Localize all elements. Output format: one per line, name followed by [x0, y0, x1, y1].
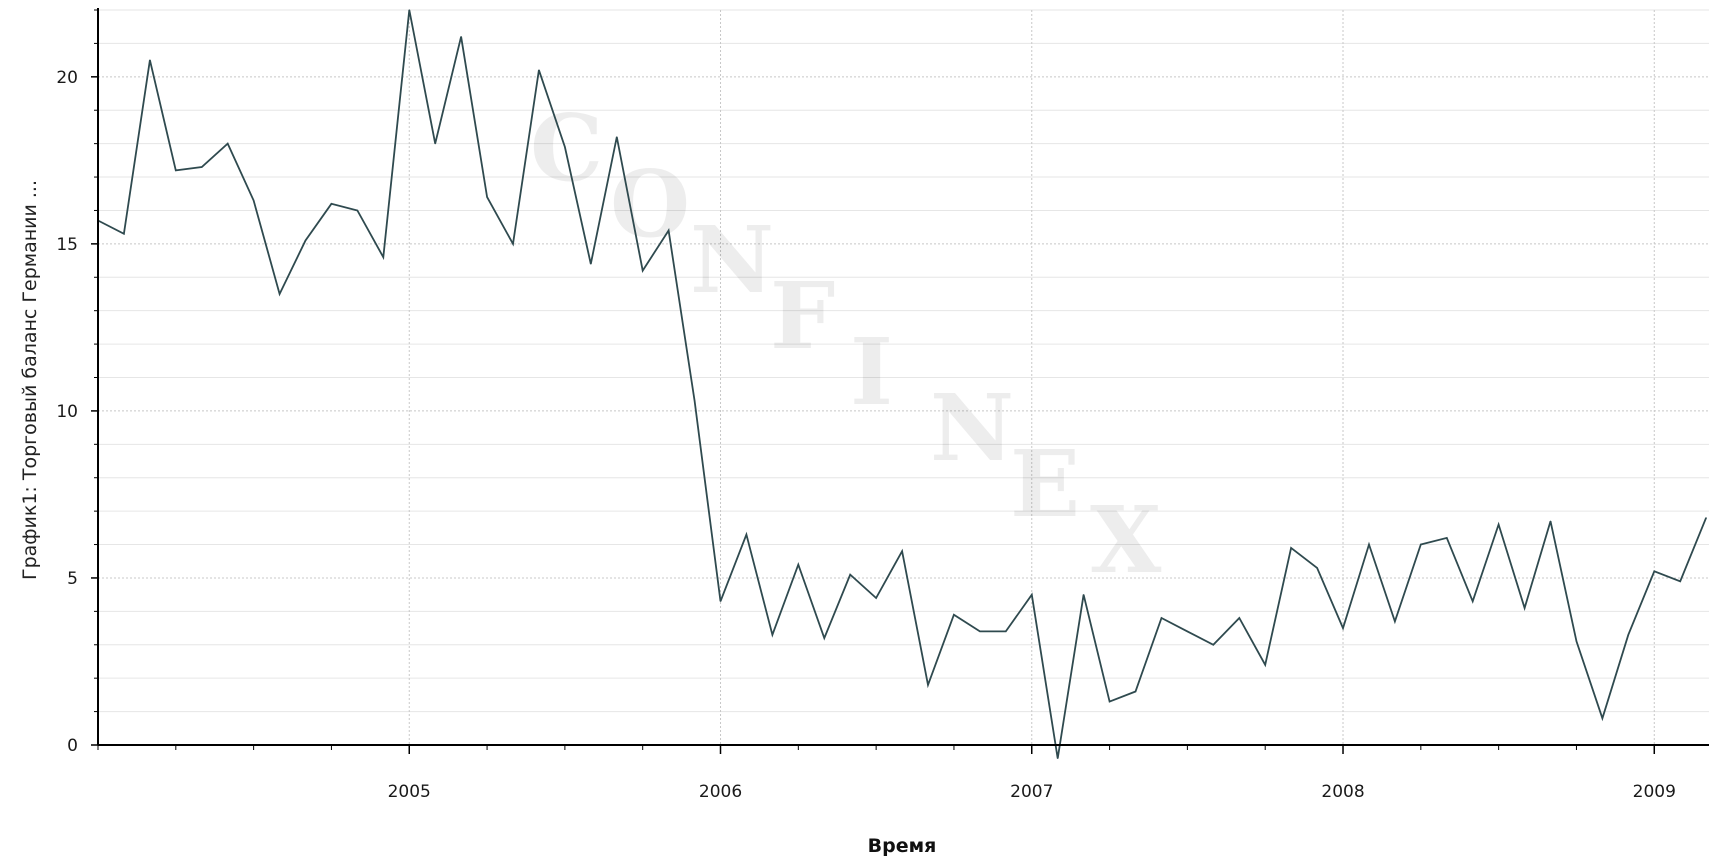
- x-axis-title: Время: [868, 835, 937, 857]
- data-point: [1083, 594, 1085, 596]
- watermark-letter: N: [930, 374, 1014, 482]
- data-point: [1212, 644, 1214, 646]
- data-point: [953, 614, 955, 616]
- data-point: [253, 199, 255, 201]
- watermark-letter: F: [770, 262, 835, 370]
- data-point: [1549, 520, 1552, 522]
- data-point: [1524, 607, 1526, 609]
- data-point: [797, 564, 799, 566]
- data-point: [1472, 600, 1474, 602]
- data-point: [1031, 594, 1033, 596]
- data-point: [1342, 627, 1344, 629]
- data-point: [1160, 617, 1163, 619]
- data-point: [1005, 630, 1007, 633]
- data-point: [279, 293, 281, 295]
- data-point: [1134, 690, 1137, 693]
- x-tick-label: 2008: [1321, 782, 1364, 802]
- data-point: [1109, 701, 1111, 703]
- x-tick-label: 2007: [1010, 782, 1053, 802]
- data-point: [201, 166, 203, 168]
- data-point: [1601, 717, 1603, 719]
- data-point: [408, 9, 410, 11]
- data-point: [1653, 570, 1655, 572]
- data-point: [642, 270, 644, 272]
- data-point: [227, 143, 229, 145]
- watermark-letter: N: [690, 206, 774, 314]
- data-point: [1368, 543, 1370, 546]
- data-point: [1705, 517, 1707, 519]
- data-point: [771, 634, 774, 636]
- minor-gridlines: [98, 9, 1709, 713]
- data-point: [1290, 547, 1292, 549]
- data-point: [486, 196, 488, 198]
- watermark-letter: I: [850, 318, 893, 426]
- y-tick-label: 5: [67, 569, 78, 589]
- watermark-letter: X: [1090, 486, 1162, 594]
- data-point: [719, 600, 722, 602]
- data-point: [149, 59, 151, 61]
- data-point: [1264, 664, 1266, 666]
- data-point: [1186, 630, 1188, 633]
- data-point: [1316, 567, 1318, 569]
- watermark-letter: C: [530, 94, 603, 202]
- data-point: [823, 637, 825, 639]
- data-point: [330, 203, 332, 205]
- data-point: [1627, 634, 1629, 636]
- series-layer: [97, 9, 1707, 760]
- data-point: [175, 169, 177, 171]
- ticks: 0 5 10 15 20 2005 2006 2007 2008 2009: [56, 9, 1676, 802]
- data-point: [512, 243, 514, 245]
- data-point: [875, 597, 877, 599]
- data-point: [745, 533, 748, 536]
- x-tick-label: 2009: [1633, 782, 1676, 802]
- data-point: [590, 263, 592, 265]
- data-point: [538, 69, 540, 71]
- data-point: [849, 574, 851, 576]
- data-point: [1575, 640, 1578, 643]
- data-point: [460, 36, 462, 38]
- y-axis-title: График1: Торговый баланс Германии ...: [19, 180, 41, 580]
- data-point: [1420, 543, 1422, 546]
- data-point: [382, 256, 384, 258]
- y-tick-label: 15: [56, 235, 78, 255]
- x-tick-label: 2005: [388, 782, 431, 802]
- data-point: [979, 630, 981, 633]
- data-point: [434, 143, 436, 145]
- x-tick-label: 2006: [699, 782, 742, 802]
- y-tick-label: 10: [56, 402, 78, 422]
- data-point: [564, 146, 566, 148]
- watermark-letter: E: [1010, 430, 1080, 538]
- data-point: [1446, 537, 1448, 539]
- data-point: [668, 229, 670, 232]
- data-point: [901, 550, 903, 552]
- major-gridlines: [98, 10, 1709, 745]
- data-point: [694, 400, 696, 402]
- data-point: [1057, 757, 1059, 760]
- data-point: [304, 239, 307, 242]
- data-point: [1679, 580, 1681, 582]
- axes: [97, 8, 1709, 746]
- data-point: [1394, 620, 1396, 623]
- data-point: [1238, 617, 1240, 619]
- data-point: [616, 136, 618, 138]
- data-point: [356, 209, 358, 212]
- y-tick-label: 0: [67, 736, 78, 756]
- y-tick-label: 20: [56, 68, 78, 88]
- data-point: [1498, 523, 1500, 526]
- data-point: [927, 684, 929, 686]
- data-point: [123, 233, 125, 235]
